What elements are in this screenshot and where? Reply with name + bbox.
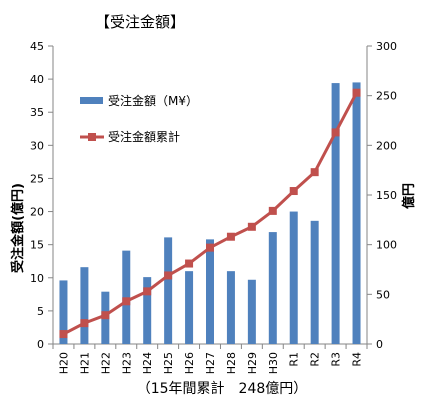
line-point	[122, 297, 131, 306]
line-point	[310, 168, 319, 177]
y-right-tick-label: 200	[376, 139, 397, 152]
bar	[143, 277, 152, 344]
line-point	[164, 271, 173, 280]
y-left-tick-label: 45	[30, 40, 44, 53]
y-left-tick-label: 10	[30, 272, 44, 285]
line-point	[268, 206, 277, 215]
y-left-tick-label: 0	[37, 338, 44, 351]
bar	[247, 279, 256, 344]
legend-bar-swatch	[80, 97, 103, 104]
line-point	[59, 330, 68, 339]
x-tick-label: H27	[204, 352, 217, 374]
line-point	[143, 287, 152, 296]
y-right-tick-label: 0	[376, 338, 383, 351]
line-point	[331, 128, 340, 137]
x-tick-label: R2	[309, 352, 322, 367]
y-axis-right-label: 億円	[401, 183, 417, 209]
chart-title: 【受注金額】	[95, 13, 185, 31]
line-point	[247, 222, 256, 231]
x-tick-label: H25	[162, 352, 175, 374]
y-left-tick-label: 35	[30, 106, 44, 119]
bar	[59, 280, 68, 344]
y-right-tick-label: 50	[376, 288, 390, 301]
x-tick-label: H22	[99, 352, 112, 374]
line-point	[185, 259, 194, 268]
bar	[331, 83, 340, 344]
x-tick-label: H28	[225, 352, 238, 374]
bar	[310, 220, 319, 344]
x-tick-label: R1	[288, 352, 301, 367]
legend: 受注金額（M¥） 受注金額累計	[80, 93, 198, 144]
bar	[352, 82, 361, 344]
bar	[164, 237, 173, 344]
x-tick-label: H30	[267, 352, 280, 374]
line-point	[289, 187, 298, 196]
legend-line-label: 受注金額累計	[108, 129, 180, 144]
line-point	[226, 232, 235, 241]
y-right-tick-label: 100	[376, 239, 397, 252]
line-point	[352, 88, 361, 97]
line-point	[206, 243, 214, 252]
bar	[226, 271, 235, 344]
line-point	[101, 311, 110, 320]
y-left-tick-label: 20	[30, 206, 44, 219]
chart-caption: （15年間累計 248億円）	[137, 381, 308, 397]
x-tick-label: H20	[57, 352, 70, 374]
y-left-tick-label: 15	[30, 239, 44, 252]
x-tick-label: H24	[141, 352, 154, 374]
y-axis-left-label: 受注金額(億円)	[10, 183, 26, 273]
bar	[80, 267, 89, 344]
y-left-tick-label: 40	[30, 73, 44, 86]
bar	[185, 271, 194, 344]
legend-line-marker	[88, 133, 96, 141]
legend-bar-label: 受注金額（M¥）	[108, 93, 198, 108]
line-point	[80, 319, 89, 328]
y-right-tick-label: 250	[376, 90, 397, 103]
x-tick-label: R3	[330, 352, 343, 367]
plot-area: 0 5 10 15 20 25 30 35 40 45 0 50 100 150 200 250 300 H20 H…	[30, 40, 397, 374]
bar	[268, 232, 277, 344]
bar	[289, 211, 298, 344]
y-left-tick-label: 25	[30, 172, 44, 185]
x-tick-label: H29	[246, 352, 259, 374]
x-tick-label: H23	[120, 352, 133, 374]
x-tick-label: H26	[183, 352, 196, 374]
x-tick-label: R4	[351, 352, 364, 367]
y-left-tick-label: 5	[37, 305, 44, 318]
y-left-tick-label: 30	[30, 139, 44, 152]
x-tick-label: H21	[78, 352, 91, 374]
y-right-tick-label: 150	[376, 189, 397, 202]
bar	[206, 239, 214, 344]
y-right-tick-label: 300	[376, 40, 397, 53]
